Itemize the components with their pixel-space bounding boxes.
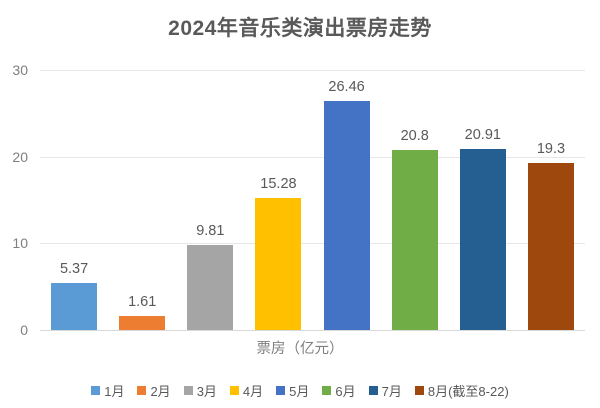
legend-item-label: 3月: [196, 384, 217, 399]
gridline-0: [40, 330, 585, 331]
gridlines: [40, 70, 585, 331]
bar-group[interactable]: 20.91: [459, 70, 506, 330]
legend-swatch-icon: [137, 386, 147, 395]
bar-value-label: 26.46: [328, 78, 365, 95]
legend-swatch-icon: [368, 386, 378, 395]
legend-item-5月[interactable]: 5月: [276, 381, 309, 400]
bar-value-label: 15.28: [260, 175, 297, 192]
bar-1月[interactable]: [51, 283, 98, 330]
legend-item-4月[interactable]: 4月: [229, 381, 264, 400]
bars-layer: 5.37 1.61 9.81 15.28 26.46 20.8 20.91 19.3: [40, 70, 585, 330]
bar-3月[interactable]: [187, 244, 234, 330]
bar-2月[interactable]: [119, 316, 166, 330]
legend-item-label: 1月: [104, 384, 125, 399]
y-axis-tick-label: 30: [12, 62, 28, 78]
bar-group[interactable]: 5.37: [51, 70, 98, 330]
gridline-20: [40, 156, 585, 158]
bar-value-label: 1.61: [128, 294, 157, 311]
legend-swatch-icon: [414, 386, 424, 395]
y-axis-tick-label: 10: [12, 235, 28, 252]
legend-item-label: 4月: [242, 384, 264, 399]
bar-group[interactable]: 19.3: [527, 70, 574, 330]
legend-swatch-icon: [322, 386, 332, 395]
legend-item-1月[interactable]: 1月: [91, 381, 124, 400]
bar-5月[interactable]: [323, 100, 370, 330]
chart-legend: 1月 2月 3月 4月 5月 6月 7月 8月(截至8-22): [0, 381, 600, 400]
bar-value-label: 19.3: [536, 140, 566, 157]
bar-group[interactable]: 15.28: [255, 70, 302, 330]
bar-8月(截至8-22)[interactable]: [527, 162, 574, 330]
legend-item-label: 2月: [150, 384, 171, 399]
chart-title: 2024年音乐类演出票房走势: [168, 17, 432, 40]
bar-group[interactable]: 9.81: [187, 70, 234, 330]
bar-value-label: 5.37: [59, 261, 89, 278]
x-axis-title: 票房（亿元）: [256, 341, 344, 357]
legend-item-2月[interactable]: 2月: [137, 381, 171, 400]
bar-4月[interactable]: [255, 197, 302, 330]
bar-group[interactable]: 1.61: [119, 70, 166, 330]
y-axis: 0 10 20 30: [0, 62, 34, 338]
bar-value-label: 20.8: [400, 127, 429, 144]
bar-6月[interactable]: [391, 149, 438, 330]
y-axis-tick-label: 20: [12, 148, 28, 165]
legend-item-label: 5月: [289, 384, 310, 399]
legend-swatch-icon: [276, 386, 286, 395]
y-axis-tick-label: 0: [20, 322, 28, 338]
legend-swatch-icon: [183, 386, 193, 395]
bar-7月[interactable]: [459, 148, 506, 330]
legend-item-label: 7月: [381, 384, 402, 399]
plot-area: 5.37 1.61 9.81 15.28 26.46 20.8 20.91 19.3: [40, 70, 585, 331]
gridline-30: [40, 70, 585, 71]
legend-item-8月(截至8-22)[interactable]: 8月(截至8-22): [414, 381, 509, 400]
legend-swatch-icon: [91, 386, 101, 395]
bar-value-label: 9.81: [196, 222, 225, 239]
legend-item-7月[interactable]: 7月: [368, 381, 402, 400]
bar-group[interactable]: 20.8: [391, 70, 438, 330]
bar-value-label: 20.91: [464, 126, 501, 143]
legend-swatch-icon: [229, 386, 239, 395]
legend-item-label: 6月: [335, 384, 356, 399]
legend-item-6月[interactable]: 6月: [322, 381, 356, 400]
gridline-10: [40, 243, 585, 245]
legend-item-label: 8月(截至8-22): [427, 384, 509, 399]
legend-item-3月[interactable]: 3月: [183, 381, 217, 400]
bar-group[interactable]: 26.46: [323, 70, 370, 330]
